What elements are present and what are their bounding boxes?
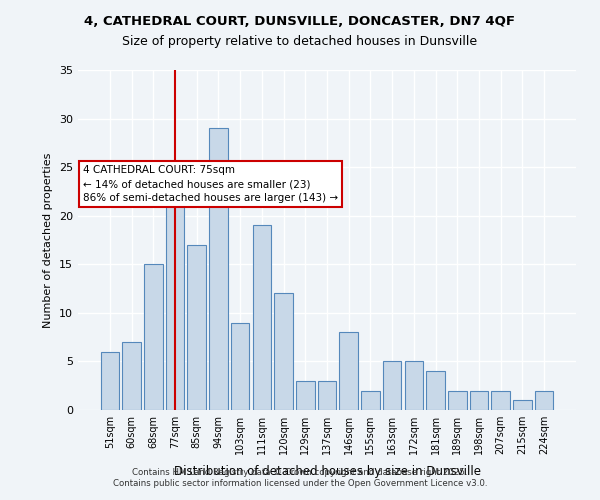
Text: Contains HM Land Registry data © Crown copyright and database right 2025.
Contai: Contains HM Land Registry data © Crown c… xyxy=(113,468,487,487)
Bar xyxy=(318,381,336,410)
Bar xyxy=(101,352,119,410)
Bar xyxy=(340,332,358,410)
Text: 4, CATHEDRAL COURT, DUNSVILLE, DONCASTER, DN7 4QF: 4, CATHEDRAL COURT, DUNSVILLE, DONCASTER… xyxy=(85,15,515,28)
Bar xyxy=(383,362,401,410)
Bar xyxy=(296,381,314,410)
Bar xyxy=(535,390,553,410)
Text: 4 CATHEDRAL COURT: 75sqm
← 14% of detached houses are smaller (23)
86% of semi-d: 4 CATHEDRAL COURT: 75sqm ← 14% of detach… xyxy=(83,165,338,203)
Bar xyxy=(122,342,141,410)
Bar xyxy=(187,245,206,410)
Bar xyxy=(361,390,380,410)
Y-axis label: Number of detached properties: Number of detached properties xyxy=(43,152,53,328)
Bar xyxy=(166,186,184,410)
Bar xyxy=(231,322,250,410)
Bar xyxy=(209,128,227,410)
Bar xyxy=(470,390,488,410)
Text: Size of property relative to detached houses in Dunsville: Size of property relative to detached ho… xyxy=(122,35,478,48)
Bar xyxy=(427,371,445,410)
Bar xyxy=(404,362,423,410)
X-axis label: Distribution of detached houses by size in Dunsville: Distribution of detached houses by size … xyxy=(173,466,481,478)
Bar xyxy=(448,390,467,410)
Bar xyxy=(274,294,293,410)
Bar xyxy=(253,226,271,410)
Bar xyxy=(144,264,163,410)
Bar xyxy=(513,400,532,410)
Bar xyxy=(491,390,510,410)
